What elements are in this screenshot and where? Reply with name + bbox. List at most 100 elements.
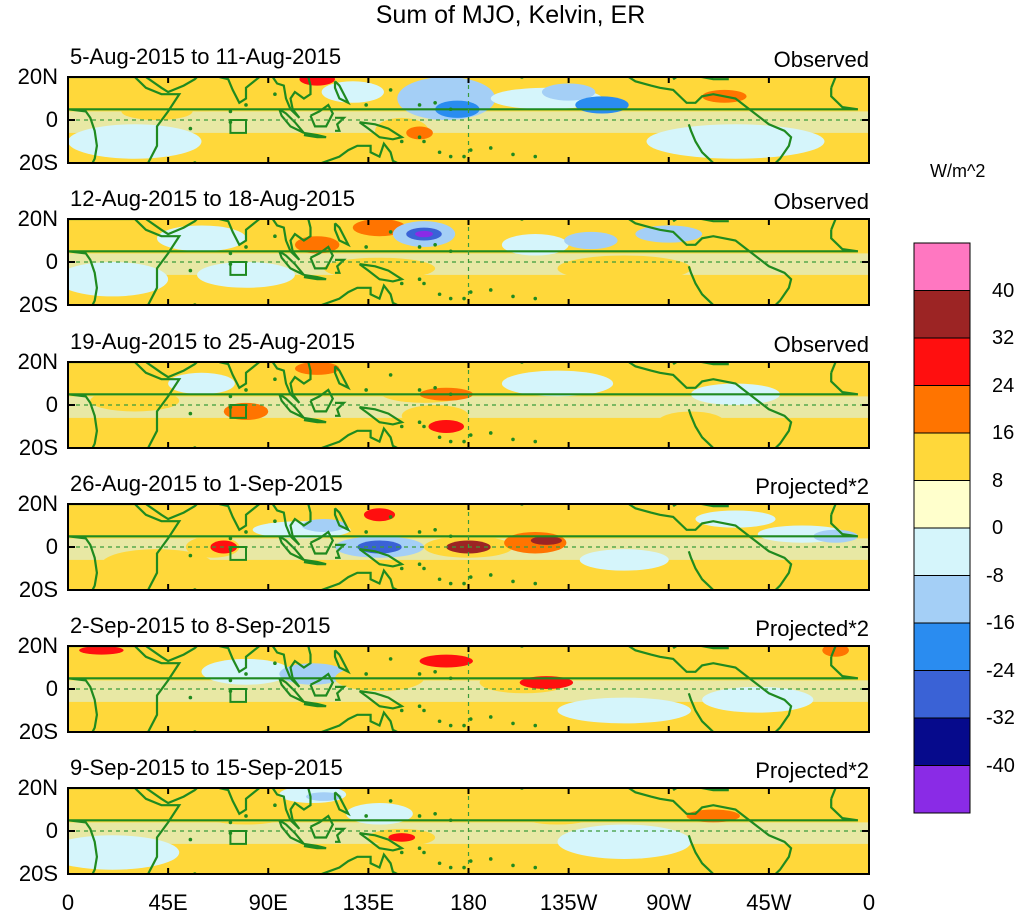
- lat-label: 20S: [18, 861, 58, 886]
- island: [188, 553, 193, 558]
- island: [417, 562, 422, 566]
- coastline: [219, 788, 261, 816]
- island: [433, 243, 437, 247]
- panel-date-range: 9-Sep-2015 to 15-Sep-2015: [70, 755, 343, 780]
- island: [488, 146, 493, 150]
- colorbar-label: 32: [992, 327, 1015, 349]
- panel-tag: Projected*2: [755, 474, 869, 499]
- lat-label: 0: [45, 676, 58, 701]
- anomaly-contour: [822, 646, 849, 657]
- panel-tag: Projected*2: [755, 616, 869, 641]
- coastline: [309, 388, 335, 413]
- coastline: [628, 646, 793, 732]
- island: [462, 723, 466, 728]
- coastline: [219, 362, 261, 390]
- coastline: [687, 123, 715, 163]
- coastline: [68, 87, 859, 163]
- anomaly-contour: [121, 102, 193, 120]
- map-panel-3: [68, 362, 869, 448]
- colorbar-swatch: [913, 385, 971, 434]
- reference-box: [229, 688, 248, 703]
- island: [364, 103, 368, 107]
- anomaly-contour: [579, 549, 669, 571]
- panel-date-range: 19-Aug-2015 to 25-Aug-2015: [70, 329, 355, 354]
- lat-label: 20N: [17, 349, 58, 374]
- lon-label: 90E: [248, 890, 288, 915]
- coastline: [68, 77, 182, 163]
- island: [533, 865, 538, 870]
- island: [417, 388, 422, 392]
- island: [511, 437, 515, 442]
- coastline: [68, 219, 182, 305]
- colorbar-swatch: [913, 337, 971, 386]
- anomaly-contour: [170, 89, 233, 112]
- coastline: [303, 558, 327, 566]
- island: [273, 803, 277, 807]
- island: [511, 863, 515, 868]
- island: [417, 814, 422, 818]
- lat-label: 20N: [17, 633, 58, 658]
- coastline: [303, 700, 327, 708]
- island: [422, 424, 426, 429]
- island: [433, 386, 437, 390]
- panel-date-range: 5-Aug-2015 to 11-Aug-2015: [70, 44, 342, 69]
- lat-label: 20S: [18, 577, 58, 602]
- island: [188, 695, 193, 700]
- panel-date-range: 26-Aug-2015 to 1-Sep-2015: [70, 471, 343, 496]
- coastline: [68, 514, 859, 590]
- panel-tag: Observed: [773, 189, 869, 214]
- coastline: [321, 283, 398, 305]
- island: [488, 431, 493, 435]
- island: [462, 296, 466, 301]
- coastline: [68, 504, 182, 590]
- island: [533, 723, 538, 728]
- coastline: [321, 568, 398, 590]
- colorbar-swatch: [913, 622, 971, 671]
- coastline: [303, 273, 327, 281]
- coastline: [219, 504, 261, 532]
- coastline: [628, 362, 793, 448]
- coastline: [628, 504, 793, 590]
- anomaly-contour: [695, 510, 776, 528]
- coastline: [309, 814, 335, 839]
- island: [433, 812, 437, 816]
- coastline: [687, 692, 715, 732]
- island: [422, 139, 426, 144]
- island: [364, 672, 368, 676]
- colorbar-swatch: [913, 670, 971, 719]
- island: [417, 135, 422, 139]
- island: [188, 268, 193, 273]
- colorbar-label: 16: [992, 422, 1015, 444]
- island: [417, 846, 422, 850]
- panel-tag: Observed: [773, 332, 869, 357]
- island: [399, 708, 404, 713]
- island: [228, 394, 233, 399]
- island: [448, 107, 453, 112]
- island: [448, 249, 453, 254]
- island: [448, 581, 453, 586]
- colorbar-label: -40: [986, 754, 1015, 777]
- island: [417, 245, 422, 249]
- coastline: [830, 77, 837, 89]
- lat-label: 20S: [18, 150, 58, 175]
- island: [468, 717, 473, 721]
- anomaly-contour: [541, 83, 596, 101]
- island: [273, 519, 277, 523]
- coastline: [271, 504, 312, 546]
- island: [433, 528, 437, 532]
- coastline: [687, 834, 715, 874]
- island: [388, 373, 393, 377]
- lon-label: 90W: [646, 890, 692, 915]
- panel-date-range: 2-Sep-2015 to 8-Sep-2015: [70, 613, 331, 638]
- coastline: [830, 362, 837, 374]
- coastline: [333, 649, 351, 675]
- colorbar-swatch: [913, 242, 971, 291]
- coastline: [335, 401, 347, 417]
- island: [244, 103, 248, 107]
- lat-label: 20S: [18, 435, 58, 460]
- island: [244, 672, 248, 676]
- coastline: [145, 77, 198, 94]
- anomaly-contour: [68, 124, 202, 159]
- reference-box: [229, 546, 248, 561]
